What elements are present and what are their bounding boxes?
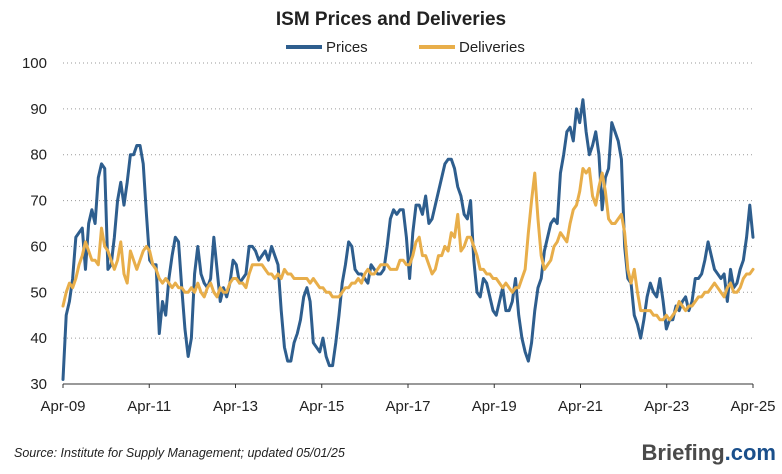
x-tick-label: Apr-11 xyxy=(127,398,171,415)
x-tick-label: Apr-19 xyxy=(472,398,517,415)
x-tick-label: Apr-23 xyxy=(644,398,689,415)
source-note: Source: Institute for Supply Management;… xyxy=(14,446,345,460)
y-tick-label: 70 xyxy=(30,193,47,210)
y-tick-label: 90 xyxy=(30,101,47,118)
y-tick-label: 80 xyxy=(30,147,47,164)
series-lines xyxy=(61,98,755,381)
series-line-prices xyxy=(61,98,755,381)
y-axis-ticks: 30 40 50 60 70 80 90 100 xyxy=(22,55,47,393)
x-axis-ticks: Apr-09 Apr-11 Apr-13 Apr-15 Apr-17 Apr-19 Apr-… xyxy=(40,384,776,415)
x-tick-label: Apr-15 xyxy=(299,398,344,415)
chart-title: ISM Prices and Deliveries xyxy=(276,9,506,30)
series-line-deliveries xyxy=(61,166,755,322)
y-tick-label: 60 xyxy=(30,238,47,255)
brand-logo: Briefing.com xyxy=(642,440,776,465)
y-tick-label: 30 xyxy=(30,376,47,393)
y-tick-label: 40 xyxy=(30,330,47,347)
x-tick-label: Apr-25 xyxy=(730,398,775,415)
y-tick-label: 50 xyxy=(30,284,47,301)
y-tick-label: 100 xyxy=(22,55,47,72)
x-tick-label: Apr-13 xyxy=(213,398,258,415)
x-tick-label: Apr-17 xyxy=(385,398,430,415)
brand-text: Briefing.com xyxy=(642,440,776,465)
x-tick-label: Apr-09 xyxy=(40,398,85,415)
legend-label-deliveries: Deliveries xyxy=(459,39,525,56)
legend-label-prices: Prices xyxy=(326,39,368,56)
legend: Prices Deliveries xyxy=(286,39,525,56)
x-tick-label: Apr-21 xyxy=(558,398,603,415)
